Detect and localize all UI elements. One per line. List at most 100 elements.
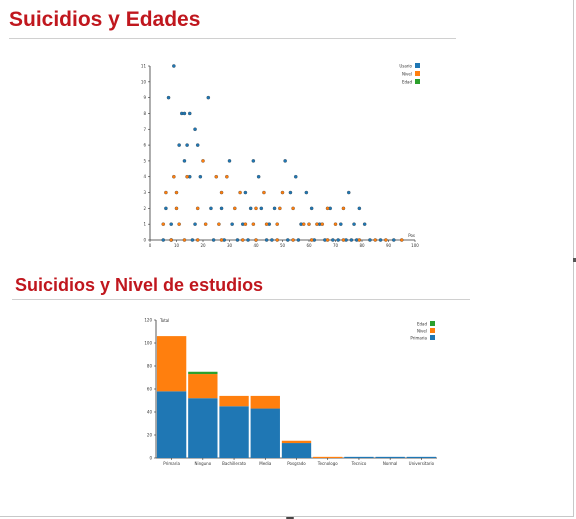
x-tick-label: Posgrado <box>287 461 306 466</box>
scatter-point <box>235 238 240 242</box>
title-divider <box>9 38 456 39</box>
scatter-point <box>172 64 176 68</box>
scatter-point <box>286 238 290 242</box>
scroll-marker <box>286 517 294 519</box>
scatter-point <box>195 238 200 242</box>
scatter-point <box>331 238 335 242</box>
y-tick-label: 1 <box>143 222 146 227</box>
x-tick-label: Normal <box>383 461 397 466</box>
scatter-point <box>203 222 208 226</box>
y-tick-label: 100 <box>144 341 152 346</box>
scatter-point <box>219 190 224 195</box>
scatter-point <box>177 143 181 147</box>
scatter-point <box>352 222 356 226</box>
x-tick-label: 20 <box>200 243 206 248</box>
legend-label: Edad <box>417 322 428 327</box>
scatter-point <box>238 190 242 195</box>
age-scatter-chart: 0 1 2 3 4 5 6 7 8 9 10 11 0 10 20 30 40 50 60 70 80 90 100 Pos U… <box>141 63 420 248</box>
scatter-point <box>357 238 362 242</box>
scatter-point <box>195 206 200 211</box>
legend-swatch <box>415 71 420 76</box>
scatter-point <box>164 206 168 211</box>
scatter-point <box>172 174 176 179</box>
scatter-point <box>373 238 377 242</box>
bar-segment <box>219 406 249 458</box>
scatter-point <box>177 222 181 226</box>
scatter-point <box>315 222 319 226</box>
scatter-point <box>256 174 261 179</box>
title-divider <box>12 299 470 300</box>
scatter-point <box>392 238 396 242</box>
scatter-point <box>399 238 404 242</box>
scatter-point <box>275 238 279 242</box>
bar-section-title: Suicidios y Nivel de estudios <box>15 275 264 295</box>
scatter-section-title: Suicidios y Edades <box>9 8 201 31</box>
scatter-point <box>206 95 211 100</box>
scatter-point <box>333 222 338 226</box>
scatter-point <box>378 238 383 242</box>
y-tick-label: 20 <box>147 433 153 438</box>
scatter-point <box>243 222 248 226</box>
scatter-point <box>280 190 285 195</box>
x-tick-label: Tecnico <box>351 461 367 466</box>
scatter-point <box>174 206 179 211</box>
legend-swatch <box>430 328 435 333</box>
legend-label: Primaria <box>410 336 427 341</box>
legend-swatch <box>430 321 435 326</box>
scatter-point <box>166 95 171 100</box>
scatter-point <box>254 206 258 211</box>
scatter-point <box>264 222 269 226</box>
x-tick-label: 60 <box>306 243 312 248</box>
bar-segment <box>156 336 187 392</box>
scatter-point <box>185 143 189 147</box>
scatter-point <box>291 238 295 242</box>
x-tick-label: 90 <box>386 243 392 248</box>
scatter-point <box>301 222 306 226</box>
scatter-point <box>174 190 179 195</box>
y-tick-label: 60 <box>147 387 153 392</box>
scatter-point <box>346 190 351 195</box>
bar-segment <box>313 456 343 458</box>
window-edge-marker <box>573 258 576 262</box>
scatter-point <box>182 159 187 163</box>
scatter-point <box>164 190 168 195</box>
scatter-point <box>182 111 187 116</box>
scatter-point <box>214 174 219 179</box>
scatter-point <box>161 238 165 242</box>
scatter-point <box>309 238 314 242</box>
scatter-point <box>262 190 266 195</box>
scatter-point <box>309 206 314 211</box>
bar-segment <box>188 371 218 375</box>
bar-segment <box>281 440 312 444</box>
scatter-point <box>195 143 200 147</box>
scatter-point <box>320 222 324 226</box>
y-axis-label: Total <box>159 318 169 323</box>
x-tick-label: 70 <box>333 243 339 248</box>
y-tick-label: 4 <box>143 174 146 179</box>
scatter-point <box>185 174 189 179</box>
bar-segment <box>156 391 187 458</box>
scatter-point <box>161 222 165 226</box>
x-tick-label: Tecnologo <box>317 461 339 466</box>
legend-swatch <box>430 335 435 340</box>
scatter-point <box>209 206 213 211</box>
legend-swatch <box>415 63 420 68</box>
scatter-point <box>251 159 256 163</box>
y-tick-label: 0 <box>149 456 152 461</box>
scatter-point <box>190 238 195 242</box>
scatter-point <box>341 238 346 242</box>
legend-swatch <box>415 79 420 84</box>
y-tick-label: 120 <box>144 318 152 323</box>
bar-segment <box>188 374 218 399</box>
scatter-point <box>259 206 264 211</box>
scatter-point <box>248 206 253 211</box>
y-tick-label: 5 <box>143 158 146 163</box>
scatter-point <box>219 206 224 211</box>
x-tick-label: 30 <box>227 243 233 248</box>
scatter-point <box>325 238 330 242</box>
scatter-point <box>296 238 301 242</box>
scatter-point <box>307 222 311 226</box>
x-tick-label: 0 <box>149 243 152 248</box>
scatter-point <box>219 238 224 242</box>
scatter-point <box>246 238 250 242</box>
